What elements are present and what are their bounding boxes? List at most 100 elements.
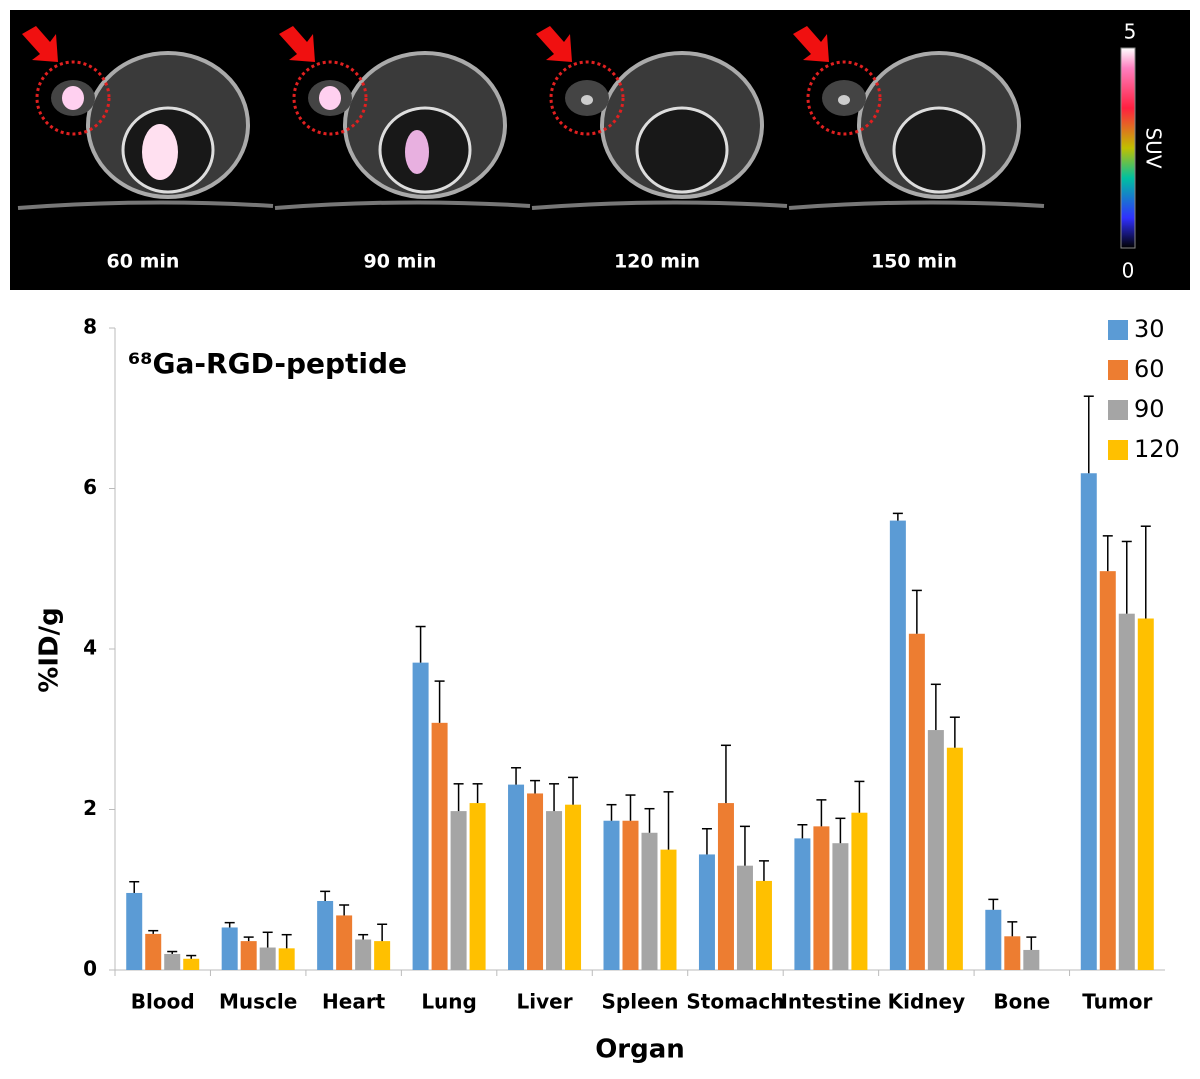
error-bar (911, 589, 922, 634)
error-bar (930, 683, 941, 731)
error-bar (549, 783, 560, 812)
y-tick-label: 8 (83, 315, 97, 339)
bar (1080, 473, 1097, 970)
time-label: 150 min (871, 251, 957, 273)
x-tick-label: Kidney (888, 990, 966, 1014)
bar (889, 520, 906, 970)
error-bar (511, 767, 522, 785)
bar (1137, 618, 1154, 970)
table-line (274, 200, 531, 210)
bar (813, 826, 830, 970)
roi-circle (549, 60, 625, 136)
error-bar (949, 716, 960, 748)
x-tick-label: Tumor (1082, 990, 1152, 1014)
bar (736, 865, 753, 970)
legend-label: 30 (1134, 315, 1165, 343)
bar (126, 892, 143, 970)
bar (1099, 571, 1116, 970)
error-bar (377, 923, 388, 942)
legend-label: 90 (1134, 395, 1165, 423)
colorbar-max: 5 (1124, 20, 1137, 44)
bar (565, 804, 582, 970)
x-tick-label: Lung (421, 990, 477, 1014)
bar (145, 933, 162, 970)
error-bar (568, 776, 579, 805)
chart-title: ⁶⁸Ga-RGD-peptide (128, 347, 407, 380)
bar (355, 939, 372, 970)
x-tick-label: Blood (131, 990, 195, 1014)
bar (851, 812, 868, 970)
error-bar (797, 823, 808, 839)
x-tick-label: Bone (993, 990, 1050, 1014)
error-bar (739, 825, 750, 866)
bar (622, 820, 639, 970)
x-tick-label: Heart (322, 990, 386, 1014)
error-bar (625, 794, 636, 821)
roi-circle (35, 60, 111, 136)
hot-spot (838, 95, 850, 105)
error-bar (243, 936, 254, 942)
error-bar (339, 904, 350, 916)
y-tick-label: 2 (83, 796, 97, 820)
bar (183, 958, 200, 970)
error-bar (1026, 936, 1037, 950)
bar (240, 941, 257, 970)
error-bar (358, 933, 369, 940)
bar (717, 803, 734, 970)
y-axis-title: %ID/g (35, 607, 65, 692)
arrow (793, 26, 829, 62)
error-bar (415, 625, 426, 663)
error-bar (606, 803, 617, 821)
error-bar (148, 929, 159, 934)
error-bar (701, 828, 712, 855)
roi-circle (806, 60, 882, 136)
x-axis-title: Organ (595, 1035, 685, 1065)
arrow (279, 26, 315, 62)
table-line (17, 200, 274, 210)
y-tick-label: 0 (83, 957, 97, 981)
hot-spot (405, 130, 429, 174)
error-bar (472, 783, 483, 804)
error-bar (453, 783, 464, 812)
error-bar (281, 933, 292, 949)
error-bar (1140, 525, 1151, 619)
error-bar (758, 860, 769, 881)
time-label: 90 min (364, 251, 437, 273)
bar (1004, 936, 1021, 970)
table-line (788, 200, 1045, 210)
error-bar (320, 890, 331, 901)
colorbar-label: SUV (1142, 127, 1166, 168)
error-bar (1102, 535, 1113, 572)
error-bar (892, 512, 903, 521)
bar (221, 927, 238, 970)
x-tick-label: Stomach (686, 990, 784, 1014)
arrow (22, 26, 58, 62)
bar (374, 941, 391, 970)
y-tick-label: 4 (83, 636, 97, 660)
bar (450, 811, 467, 970)
error-bar (835, 817, 846, 844)
bar (946, 747, 963, 970)
bar (336, 915, 353, 970)
bar (508, 784, 525, 970)
error-bar (663, 791, 674, 850)
x-tick-label: Liver (517, 990, 573, 1014)
y-tick-label: 6 (83, 475, 97, 499)
hot-spot (142, 124, 178, 180)
x-tick-label: Spleen (602, 990, 679, 1014)
legend-swatch (1108, 360, 1128, 380)
error-bar (1121, 540, 1132, 614)
error-bar (224, 921, 235, 928)
legend-swatch (1108, 440, 1128, 460)
error-bar (988, 898, 999, 910)
hot-spot (62, 86, 84, 110)
bar (794, 838, 811, 970)
bar (641, 832, 658, 970)
bar (908, 633, 925, 970)
bar (1023, 949, 1040, 970)
arrow (536, 26, 572, 62)
bar (164, 953, 181, 970)
error-bar (167, 950, 178, 954)
time-label: 60 min (107, 251, 180, 273)
chest (635, 106, 729, 194)
